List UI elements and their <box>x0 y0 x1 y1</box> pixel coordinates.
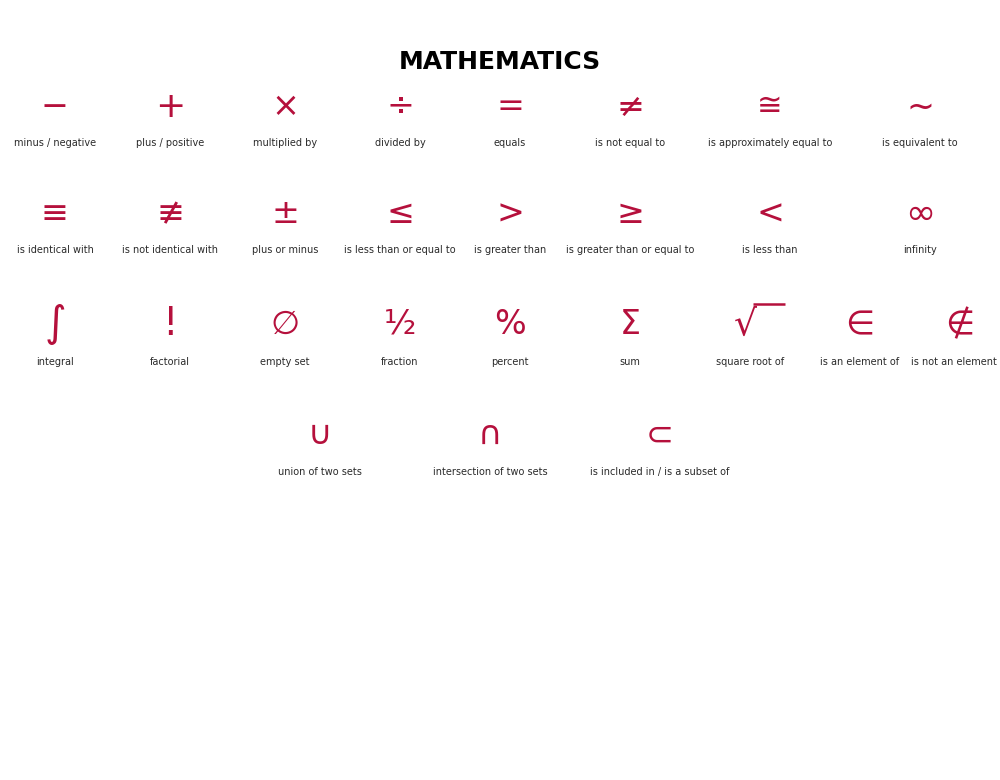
Text: is not identical with: is not identical with <box>122 245 218 255</box>
Text: ®: ® <box>120 718 130 729</box>
Text: is approximately equal to: is approximately equal to <box>708 138 832 148</box>
Text: is not equal to: is not equal to <box>595 138 665 148</box>
Text: √: √ <box>734 307 757 342</box>
Text: union of two sets: union of two sets <box>278 467 362 477</box>
Text: square root of: square root of <box>716 357 784 367</box>
Text: is identical with: is identical with <box>17 245 93 255</box>
Text: empty set: empty set <box>260 357 310 367</box>
Text: ∈: ∈ <box>845 308 875 341</box>
Text: !: ! <box>162 306 178 343</box>
Text: −: − <box>41 90 69 123</box>
Text: intersection of two sets: intersection of two sets <box>433 467 547 477</box>
Text: equals: equals <box>494 138 526 148</box>
Text: is less than or equal to: is less than or equal to <box>344 245 456 255</box>
Text: is not an element of: is not an element of <box>911 357 1000 367</box>
Text: ∫: ∫ <box>44 303 66 346</box>
Text: factorial: factorial <box>150 357 190 367</box>
Text: plus or minus: plus or minus <box>252 245 318 255</box>
Text: ≠: ≠ <box>616 90 644 123</box>
Text: VectorStock.com/26729969: VectorStock.com/26729969 <box>743 728 978 743</box>
Text: infinity: infinity <box>903 245 937 255</box>
Text: ½: ½ <box>384 308 416 341</box>
Text: +: + <box>155 90 185 124</box>
Text: sum: sum <box>620 357 640 367</box>
Text: ∅: ∅ <box>270 308 300 341</box>
Text: minus / negative: minus / negative <box>14 138 96 148</box>
Text: percent: percent <box>491 357 529 367</box>
Text: ≤: ≤ <box>386 197 414 231</box>
Text: ∉: ∉ <box>945 308 975 341</box>
Text: fraction: fraction <box>381 357 419 367</box>
Text: is equivalent to: is equivalent to <box>882 138 958 148</box>
Text: ÷: ÷ <box>386 90 414 123</box>
Text: ∞: ∞ <box>905 197 935 231</box>
Text: ×: × <box>271 90 299 123</box>
Text: <: < <box>756 197 784 231</box>
Text: ±: ± <box>271 197 299 231</box>
Text: plus / positive: plus / positive <box>136 138 204 148</box>
Text: divided by: divided by <box>375 138 425 148</box>
Text: >: > <box>496 197 524 231</box>
Text: Σ: Σ <box>620 308 640 341</box>
Text: is greater than or equal to: is greater than or equal to <box>566 245 694 255</box>
Text: integral: integral <box>36 357 74 367</box>
Text: is less than: is less than <box>742 245 798 255</box>
Text: is greater than: is greater than <box>474 245 546 255</box>
Text: MATHEMATICS: MATHEMATICS <box>399 50 601 74</box>
Text: ≡: ≡ <box>41 197 69 231</box>
Text: ⊂: ⊂ <box>646 418 674 452</box>
Text: is an element of: is an element of <box>820 357 900 367</box>
Text: ≥: ≥ <box>616 197 644 231</box>
Text: ≅: ≅ <box>757 93 783 122</box>
Text: ∼: ∼ <box>906 90 934 123</box>
Text: ∪: ∪ <box>308 418 332 452</box>
Text: Vector: Vector <box>22 726 80 744</box>
Text: ∩: ∩ <box>478 418 502 452</box>
Text: multiplied by: multiplied by <box>253 138 317 148</box>
Text: is included in / is a subset of: is included in / is a subset of <box>590 467 730 477</box>
Text: %: % <box>494 308 526 341</box>
Text: ≢: ≢ <box>156 197 184 231</box>
Text: =: = <box>496 90 524 123</box>
Text: Stock: Stock <box>72 726 128 744</box>
